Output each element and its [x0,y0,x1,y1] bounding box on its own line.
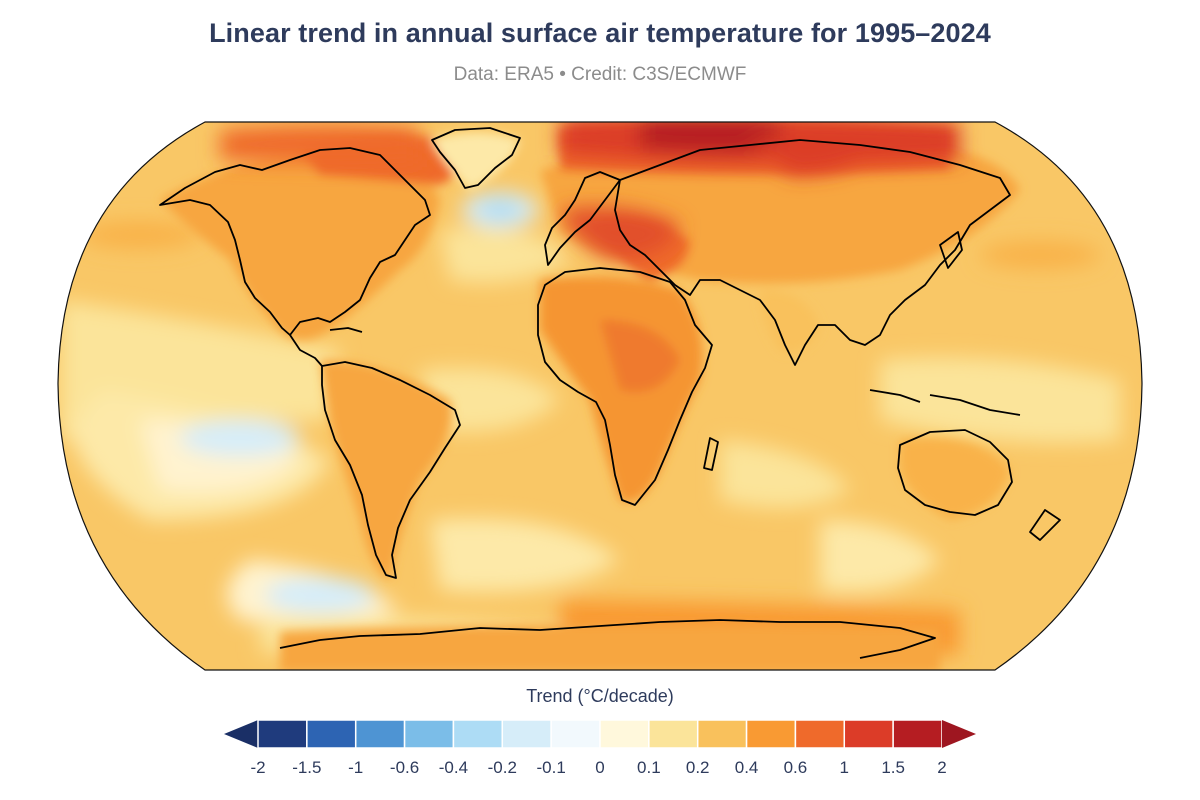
colorbar-bin [501,719,552,749]
colorbar-bin [452,719,504,749]
colorbar-under-arrow [224,720,258,748]
colorbar-bin [257,719,308,749]
colorbar-tick-label: 0.6 [783,758,808,777]
colorbar-tick-label: 0.4 [734,758,759,777]
colorbar-tick-label: 2 [937,758,947,777]
colorbar-tick-label: 1 [839,758,850,777]
colorbar-tick-label: -2 [250,758,266,777]
colorbar-tick-label: 0 [595,758,605,777]
colorbar-tick-label: 0.1 [637,758,661,777]
colorbar-bin [599,719,650,749]
colorbar-tick-label: 0.2 [685,758,710,777]
colorbar-over-arrow [942,720,976,748]
colorbar-tick-label: -0.2 [487,758,517,777]
map-border [57,121,1143,671]
colorbar-bin [794,719,846,749]
colorbar-bin [696,719,748,749]
colorbar-tick-label: -1 [348,758,364,777]
colorbar-tick-label: -0.1 [536,758,566,777]
colorbar-bin [354,719,406,749]
colorbar-bin [648,719,699,749]
coastlines [159,127,1061,659]
colorbar-tick-label: 1.5 [881,758,905,777]
colorbar-bin [892,719,943,749]
colorbar-bin [403,719,455,749]
colorbar-bin [550,719,601,749]
colorbar-tick-label: -0.6 [389,758,420,777]
colorbar-bin [306,719,357,749]
colorbar-tick-label: -0.4 [438,758,469,777]
colorbar-tick-label: -1.5 [292,758,322,777]
colorbar-bin [843,719,894,749]
chart-subtitle: Data: ERA5 • Credit: C3S/ECMWF [453,64,747,85]
colorbar-bin [745,719,797,749]
colorbar-title: Trend (°C/decade) [526,686,674,706]
temperature-field [58,122,1142,670]
chart-title: Linear trend in annual surface air tempe… [209,18,991,48]
